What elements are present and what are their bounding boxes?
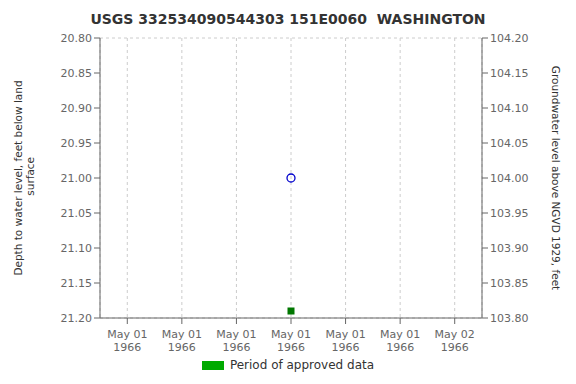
svg-text:103.85: 103.85: [490, 277, 529, 290]
svg-text:103.80: 103.80: [490, 312, 529, 325]
svg-text:104.05: 104.05: [490, 137, 529, 150]
svg-text:20.85: 20.85: [61, 67, 93, 80]
html-text:USGS 332534090544303 151E0060: USGS 332534090544303 151E0060 WASHINGTON: [90, 11, 486, 27]
svg-text:Depth to water level, feet bel: Depth to water level, feet below land su…: [12, 80, 36, 275]
svg-text:21.20: 21.20: [61, 312, 93, 325]
svg-text:May 011966: May 011966: [380, 328, 420, 354]
html-text:Period of approved data: Period of approved data: [229, 358, 375, 372]
svg-text:Groundwater level above NGVD 1: Groundwater level above NGVD 1929, feet: [550, 66, 562, 290]
svg-text:May 011966: May 011966: [216, 328, 256, 354]
svg-text:20.90: 20.90: [61, 102, 93, 115]
svg-text:20.95: 20.95: [61, 137, 93, 150]
svg-text:May 011966: May 011966: [325, 328, 365, 354]
svg-text:May 011966: May 011966: [107, 328, 147, 354]
svg-text:103.95: 103.95: [490, 207, 529, 220]
svg-text:103.90: 103.90: [490, 242, 529, 255]
svg-text:May 011966: May 011966: [271, 328, 311, 354]
svg-text:May 011966: May 011966: [162, 328, 202, 354]
svg-text:May 021966: May 021966: [435, 328, 475, 354]
svg-text:104.10: 104.10: [490, 102, 529, 115]
svg-text:104.15: 104.15: [490, 67, 529, 80]
svg-text:21.05: 21.05: [61, 207, 93, 220]
svg-text:104.20: 104.20: [490, 32, 529, 45]
svg-text:104.00: 104.00: [490, 172, 529, 185]
svg-text:21.10: 21.10: [61, 242, 93, 255]
svg-text:21.00: 21.00: [61, 172, 93, 185]
svg-text:20.80: 20.80: [61, 32, 93, 45]
svg-text:21.15: 21.15: [61, 277, 93, 290]
